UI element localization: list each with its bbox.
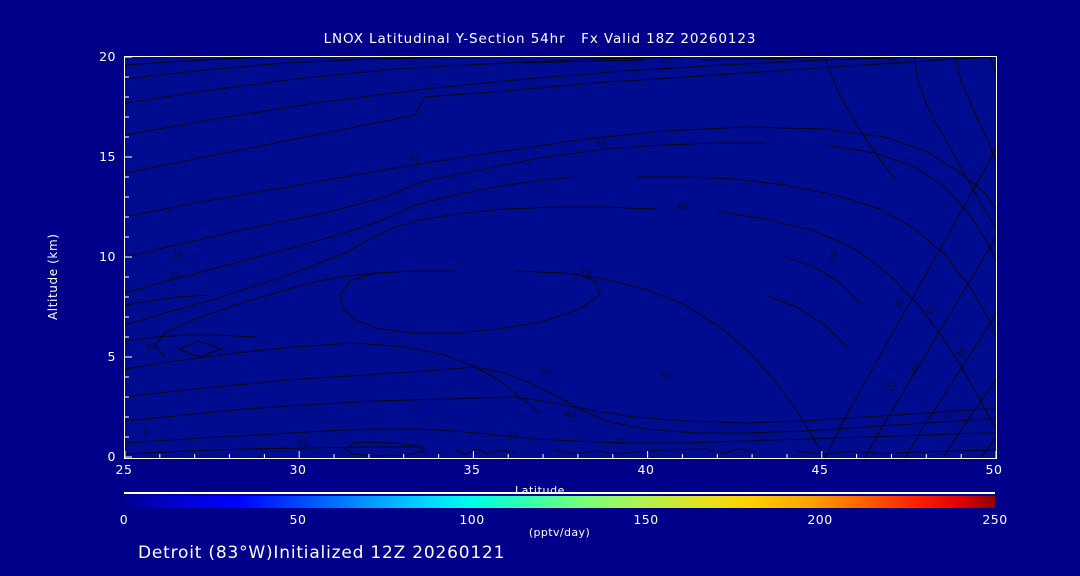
colorbar-tick-250: 250 [982, 512, 1008, 527]
colorbar-top-rule [124, 492, 995, 494]
svg-text:20: 20 [169, 272, 181, 282]
svg-text:30: 30 [171, 250, 183, 260]
contour-lines [125, 57, 996, 458]
svg-text:20: 20 [661, 57, 673, 66]
x-tick-label-45: 45 [811, 462, 829, 477]
plot-area: 20 40 50 60 70 40 20 30 50 40 30 50 50 4… [124, 56, 997, 459]
y-axis-ticks [125, 57, 132, 458]
y-tick-label-5: 5 [107, 349, 116, 364]
colorbar-tick-200: 200 [807, 512, 833, 527]
svg-text:50: 50 [541, 368, 553, 378]
svg-text:40: 40 [894, 295, 908, 310]
x-tick-label-40: 40 [637, 462, 655, 477]
y-tick-label-20: 20 [99, 49, 116, 64]
colorbar: 0 50 100 150 200 250 (pptv/day) [120, 492, 1007, 539]
svg-text:40: 40 [565, 410, 577, 420]
plot-background [125, 57, 996, 458]
svg-text:40: 40 [887, 58, 899, 68]
y-tick-label-0: 0 [107, 449, 116, 464]
x-tick-label-50: 50 [985, 462, 1003, 477]
chart-title: LNOX Latitudinal Y-Section 54hr Fx Valid… [323, 31, 757, 47]
y-tick-label-10: 10 [99, 249, 116, 264]
y-axis-label: Altitude (km) [46, 233, 60, 320]
x-axis-ticks [125, 451, 996, 458]
svg-text:10: 10 [615, 437, 627, 447]
colorbar-tick-150: 150 [633, 512, 659, 527]
svg-text:50: 50 [661, 372, 673, 382]
contour-plot: 20 40 50 60 70 40 20 30 50 40 30 50 50 4… [125, 57, 996, 458]
svg-text:40: 40 [409, 154, 421, 164]
svg-text:50: 50 [828, 249, 840, 263]
svg-text:60: 60 [677, 203, 689, 213]
svg-text:50: 50 [595, 139, 607, 149]
svg-text:10: 10 [145, 342, 157, 352]
colorbar-tick-50: 50 [289, 512, 307, 527]
colorbar-units-label: (pptv/day) [528, 526, 591, 539]
footer-caption: Detroit (83°W)Initialized 12Z 20260121 [138, 543, 506, 563]
colorbar-tick-100: 100 [459, 512, 485, 527]
colorbar-tick-0: 0 [119, 512, 129, 527]
svg-text:0: 0 [143, 428, 149, 438]
svg-text:20: 20 [297, 439, 309, 449]
svg-text:70: 70 [580, 269, 592, 279]
x-tick-label-25: 25 [115, 462, 133, 477]
x-tick-label-30: 30 [289, 462, 307, 477]
y-tick-label-15: 15 [99, 149, 116, 164]
colorbar-gradient [124, 496, 995, 508]
x-tick-label-35: 35 [463, 462, 481, 477]
svg-text:20: 20 [507, 430, 519, 440]
